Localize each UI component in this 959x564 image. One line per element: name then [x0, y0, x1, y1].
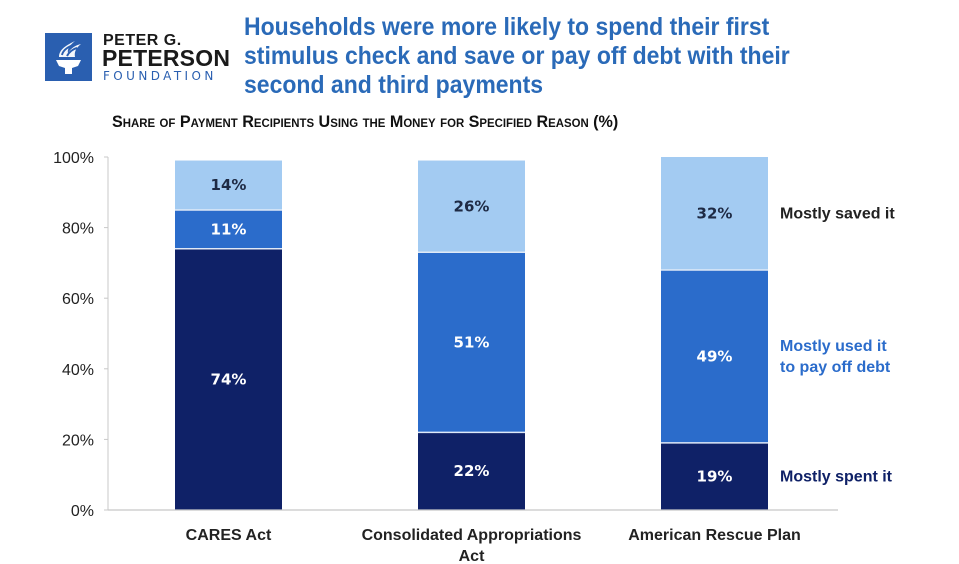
logo-text-foundation: FOUNDATION — [103, 69, 217, 83]
legend-label: to pay off debt — [780, 359, 891, 376]
chart-title: Share of Payment Recipients Using the Mo… — [112, 112, 619, 131]
y-tick-label: 0% — [71, 503, 94, 520]
torch-icon — [45, 33, 92, 81]
y-tick-label: 100% — [53, 150, 94, 167]
data-label: 14% — [211, 176, 247, 194]
y-tick-label: 60% — [62, 291, 94, 308]
y-tick-label: 20% — [62, 432, 94, 449]
x-category-label: Act — [459, 548, 485, 564]
legend-label: Mostly used it — [780, 338, 887, 355]
data-label: 22% — [454, 462, 490, 480]
data-label: 49% — [697, 347, 733, 365]
bars-group: 74% 11% 14% 22% 51% 26% 19% 49% 32% — [175, 157, 768, 510]
data-label: 11% — [211, 220, 247, 238]
y-tick-label: 80% — [62, 221, 94, 238]
bar-segment — [418, 432, 525, 510]
x-category-label: American Rescue Plan — [628, 527, 801, 544]
peterson-foundation-logo: PETER G. PETERSON FOUNDATION — [45, 32, 230, 85]
legend-label: Mostly spent it — [780, 468, 893, 485]
x-category-label: CARES Act — [186, 527, 272, 544]
legend-label: Mostly saved it — [780, 205, 895, 222]
data-label: 74% — [211, 370, 247, 388]
data-label: 32% — [697, 204, 733, 222]
bar-segment — [175, 248, 282, 510]
data-label: 51% — [454, 333, 490, 351]
bar-segment — [661, 269, 768, 443]
y-tick-label: 40% — [62, 362, 94, 379]
bar-segment — [418, 160, 525, 253]
bar-segment — [661, 157, 768, 270]
logo-text-peterson: PETERSON — [102, 45, 231, 71]
bar-segment — [175, 209, 282, 249]
data-label: 19% — [697, 467, 733, 485]
chart-headline: Households were more likely to spend the… — [244, 13, 790, 99]
legend: Mostly spent it Mostly used it to pay off … — [780, 205, 895, 485]
logo-text-peter-g: PETER G. — [103, 32, 182, 49]
y-axis: 0% 20% 40% 60% 80% 100% — [53, 150, 109, 520]
bar-segment — [175, 160, 282, 210]
bar-segment — [418, 252, 525, 433]
bar-segment — [661, 442, 768, 510]
data-label: 26% — [454, 197, 490, 215]
x-category-label: Consolidated Appropriations — [362, 527, 582, 544]
x-axis: CARES Act Consolidated Appropriations Act A… — [108, 509, 838, 564]
